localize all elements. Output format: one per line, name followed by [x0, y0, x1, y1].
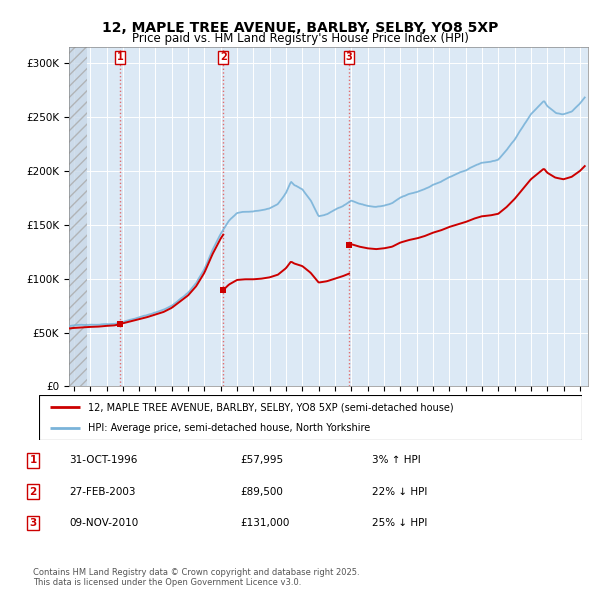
Text: 22% ↓ HPI: 22% ↓ HPI	[372, 487, 427, 497]
Text: £131,000: £131,000	[240, 518, 289, 528]
Text: 1: 1	[117, 53, 124, 63]
Text: HPI: Average price, semi-detached house, North Yorkshire: HPI: Average price, semi-detached house,…	[88, 422, 370, 432]
Text: £57,995: £57,995	[240, 455, 283, 466]
Text: 3% ↑ HPI: 3% ↑ HPI	[372, 455, 421, 466]
Text: 2: 2	[220, 53, 227, 63]
Text: 3: 3	[346, 53, 352, 63]
Text: 12, MAPLE TREE AVENUE, BARLBY, SELBY, YO8 5XP (semi-detached house): 12, MAPLE TREE AVENUE, BARLBY, SELBY, YO…	[88, 402, 454, 412]
Text: 31-OCT-1996: 31-OCT-1996	[69, 455, 137, 466]
Text: 25% ↓ HPI: 25% ↓ HPI	[372, 518, 427, 528]
Text: 09-NOV-2010: 09-NOV-2010	[69, 518, 138, 528]
Text: 2: 2	[29, 487, 37, 497]
Text: Contains HM Land Registry data © Crown copyright and database right 2025.
This d: Contains HM Land Registry data © Crown c…	[33, 568, 359, 587]
Text: Price paid vs. HM Land Registry's House Price Index (HPI): Price paid vs. HM Land Registry's House …	[131, 32, 469, 45]
Text: 3: 3	[29, 518, 37, 528]
Bar	[69, 47, 88, 386]
Text: 1: 1	[29, 455, 37, 466]
Text: 12, MAPLE TREE AVENUE, BARLBY, SELBY, YO8 5XP: 12, MAPLE TREE AVENUE, BARLBY, SELBY, YO…	[102, 21, 498, 35]
Text: 27-FEB-2003: 27-FEB-2003	[69, 487, 136, 497]
Text: £89,500: £89,500	[240, 487, 283, 497]
